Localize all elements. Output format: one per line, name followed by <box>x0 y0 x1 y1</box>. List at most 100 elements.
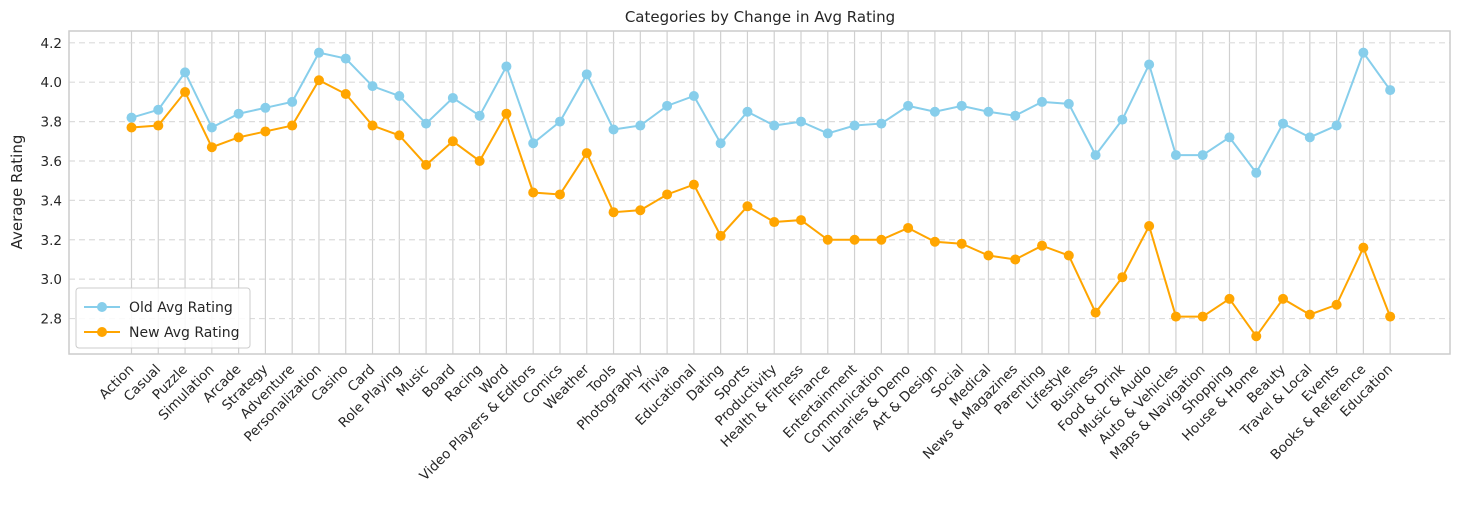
data-point <box>1144 220 1155 231</box>
data-point <box>287 96 298 107</box>
data-point <box>715 230 726 241</box>
data-point <box>903 222 914 233</box>
data-point <box>903 100 914 111</box>
data-point <box>1251 167 1262 178</box>
data-point <box>983 106 994 117</box>
data-point <box>1170 150 1181 161</box>
data-point <box>715 138 726 149</box>
data-point <box>1331 120 1342 131</box>
data-point <box>287 120 298 131</box>
plot-area-frame <box>68 30 1451 355</box>
data-point <box>474 110 485 121</box>
data-point <box>474 155 485 166</box>
data-point <box>1144 59 1155 70</box>
data-point <box>340 89 351 100</box>
data-point <box>554 189 565 200</box>
data-point <box>1063 250 1074 261</box>
legend: Old Avg Rating New Avg Rating <box>75 287 251 349</box>
grid-layer <box>69 31 1450 354</box>
data-point <box>769 120 780 131</box>
data-point <box>394 90 405 101</box>
data-point <box>608 124 619 135</box>
data-point <box>126 122 137 133</box>
data-point <box>528 138 539 149</box>
y-tick-label: 3.0 <box>41 272 62 288</box>
data-point <box>608 207 619 218</box>
data-point <box>822 128 833 139</box>
data-point <box>1170 311 1181 322</box>
chart-title: Categories by Change in Avg Rating <box>625 8 895 26</box>
data-point <box>796 116 806 127</box>
data-point <box>1010 254 1021 265</box>
data-point <box>688 90 699 101</box>
data-point <box>1224 293 1235 304</box>
data-point <box>742 106 753 117</box>
data-point <box>313 47 324 58</box>
y-tick-label: 3.6 <box>41 154 62 170</box>
data-point <box>581 148 592 159</box>
data-point <box>1385 311 1396 322</box>
y-tick-label: 2.8 <box>41 312 62 328</box>
data-point <box>849 234 860 245</box>
data-point <box>1117 114 1128 125</box>
legend-swatch-marker <box>97 327 107 337</box>
data-point <box>876 234 887 245</box>
data-point <box>1224 132 1235 143</box>
y-tick-label: 4.2 <box>41 36 62 52</box>
data-point <box>1197 150 1208 161</box>
data-point <box>554 116 565 127</box>
data-point <box>849 120 860 131</box>
legend-label: New Avg Rating <box>129 325 240 341</box>
data-point <box>769 217 780 228</box>
data-point <box>1037 240 1048 251</box>
data-point <box>528 187 539 198</box>
data-point <box>153 120 164 131</box>
data-point <box>126 112 137 123</box>
data-point <box>662 189 673 200</box>
data-point <box>956 100 967 111</box>
data-point <box>1117 272 1128 283</box>
data-point <box>1385 85 1396 96</box>
data-point <box>1278 293 1289 304</box>
series-2 <box>126 75 1396 342</box>
data-point <box>340 53 351 64</box>
legend-swatch-marker <box>97 302 107 312</box>
data-point <box>1278 118 1289 129</box>
data-point <box>822 234 833 245</box>
data-point <box>1037 96 1048 107</box>
data-point <box>501 108 512 119</box>
y-tick-label: 3.8 <box>41 115 62 131</box>
data-point <box>662 100 673 111</box>
data-point <box>929 106 940 117</box>
data-point <box>1304 309 1315 320</box>
data-point <box>635 205 646 216</box>
data-point <box>421 118 432 129</box>
data-point <box>1358 242 1369 253</box>
x-tick-labels: ActionCasualPuzzleSimulationArcadeStrate… <box>96 361 1396 484</box>
data-point <box>233 108 244 119</box>
data-point <box>447 136 458 147</box>
data-point <box>956 238 967 249</box>
data-point <box>688 179 699 190</box>
data-point <box>1063 98 1074 109</box>
data-point <box>635 120 646 131</box>
y-tick-label: 4.0 <box>41 75 62 91</box>
data-point <box>367 81 378 92</box>
data-point <box>501 61 512 72</box>
data-point <box>1197 311 1208 322</box>
series-1 <box>126 47 1396 178</box>
data-point <box>1251 331 1262 342</box>
legend-label: Old Avg Rating <box>129 300 233 316</box>
data-point <box>367 120 378 131</box>
data-point <box>1090 150 1101 161</box>
y-axis-label: Average Rating <box>8 135 26 250</box>
y-tick-label: 3.4 <box>41 193 62 209</box>
data-point <box>447 92 458 103</box>
data-point <box>581 69 592 80</box>
data-point <box>421 159 432 170</box>
data-point <box>876 118 887 129</box>
data-point <box>180 67 191 78</box>
data-point <box>1010 110 1021 121</box>
data-point <box>742 201 753 212</box>
